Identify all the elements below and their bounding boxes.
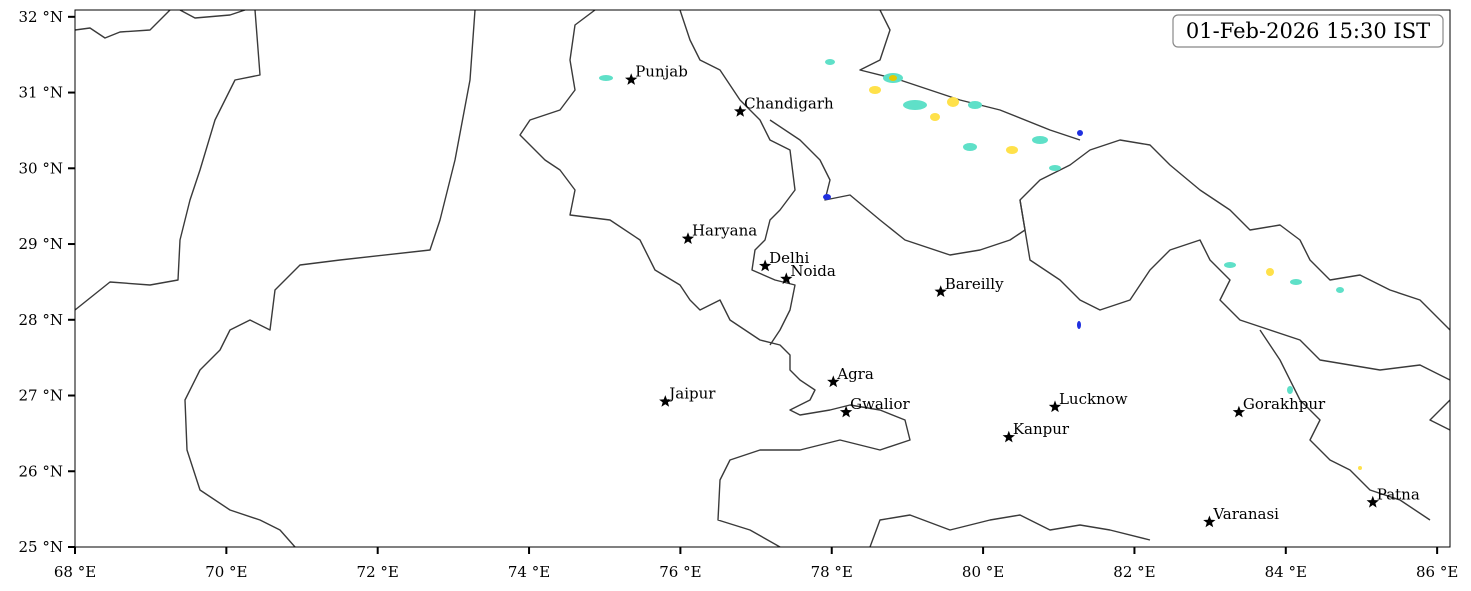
x-tick-label: 86 °E — [1416, 563, 1458, 581]
city-marker — [839, 405, 853, 418]
city-label: Gorakhpur — [1243, 395, 1326, 413]
title-box — [1172, 14, 1444, 48]
city-label: Delhi — [769, 249, 809, 267]
city-marker — [827, 375, 840, 388]
plot-frame — [74, 9, 1451, 548]
y-tick-label: 25 °N — [19, 538, 63, 556]
city-marker — [934, 285, 947, 297]
city-label: Jaipur — [667, 385, 716, 403]
y-tick-label: 27 °N — [19, 387, 63, 405]
city-marker — [1232, 405, 1246, 418]
city-marker — [1203, 515, 1216, 528]
city-marker — [734, 105, 747, 117]
y-tick-label: 32 °N — [19, 8, 63, 26]
precipitation — [599, 59, 1362, 470]
city-label: Patna — [1377, 485, 1420, 503]
x-tick-label: 72 °E — [357, 563, 399, 581]
x-tick-label: 68 °E — [54, 563, 96, 581]
y-tick-label: 29 °N — [19, 235, 63, 253]
city-marker — [780, 272, 793, 285]
city-label: Varanasi — [1212, 505, 1279, 523]
city-label: Noida — [790, 262, 836, 280]
city-marker — [1048, 400, 1062, 413]
y-tick-label: 26 °N — [19, 462, 63, 480]
y-tick-label: 28 °N — [19, 311, 63, 329]
city-label: Agra — [836, 365, 874, 383]
y-tick-label: 31 °N — [19, 84, 63, 102]
city-label: Kanpur — [1013, 420, 1070, 438]
boundaries — [75, 10, 1450, 547]
city-marker — [1366, 495, 1379, 508]
city-label: Gwalior — [850, 395, 910, 413]
city-marker — [625, 73, 638, 85]
y-tick-label: 30 °N — [19, 159, 63, 177]
city-marker — [681, 232, 695, 244]
x-tick-label: 78 °E — [811, 563, 853, 581]
x-tick-label: 74 °E — [508, 563, 550, 581]
city-marker — [659, 395, 672, 407]
x-tick-label: 80 °E — [962, 563, 1004, 581]
city-label: Bareilly — [945, 275, 1004, 293]
city-label: Chandigarh — [744, 94, 834, 112]
city-label: Lucknow — [1059, 390, 1128, 408]
x-tick-label: 70 °E — [205, 563, 247, 581]
x-tick-label: 84 °E — [1265, 563, 1307, 581]
x-tick-label: 82 °E — [1113, 563, 1155, 581]
x-tick-label: 76 °E — [659, 563, 701, 581]
timestamp-title: 01-Feb-2026 15:30 IST — [1186, 19, 1430, 43]
axes: 68 °E 70 °E 72 °E 74 °E 76 °E 78 °E 80 °E 82 °E… — [19, 8, 1459, 581]
city-label: Haryana — [692, 222, 757, 240]
city-label: Punjab — [635, 63, 688, 81]
city-marker — [1002, 430, 1015, 443]
city-marker — [759, 259, 772, 272]
